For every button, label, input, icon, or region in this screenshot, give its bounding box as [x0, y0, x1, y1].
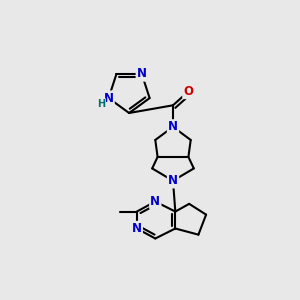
Text: N: N — [168, 120, 178, 134]
Text: N: N — [137, 68, 147, 80]
Text: O: O — [183, 85, 194, 98]
Text: N: N — [103, 92, 114, 105]
Text: N: N — [168, 174, 178, 187]
Text: H: H — [97, 99, 105, 109]
Text: N: N — [150, 195, 160, 208]
Text: N: N — [132, 222, 142, 235]
